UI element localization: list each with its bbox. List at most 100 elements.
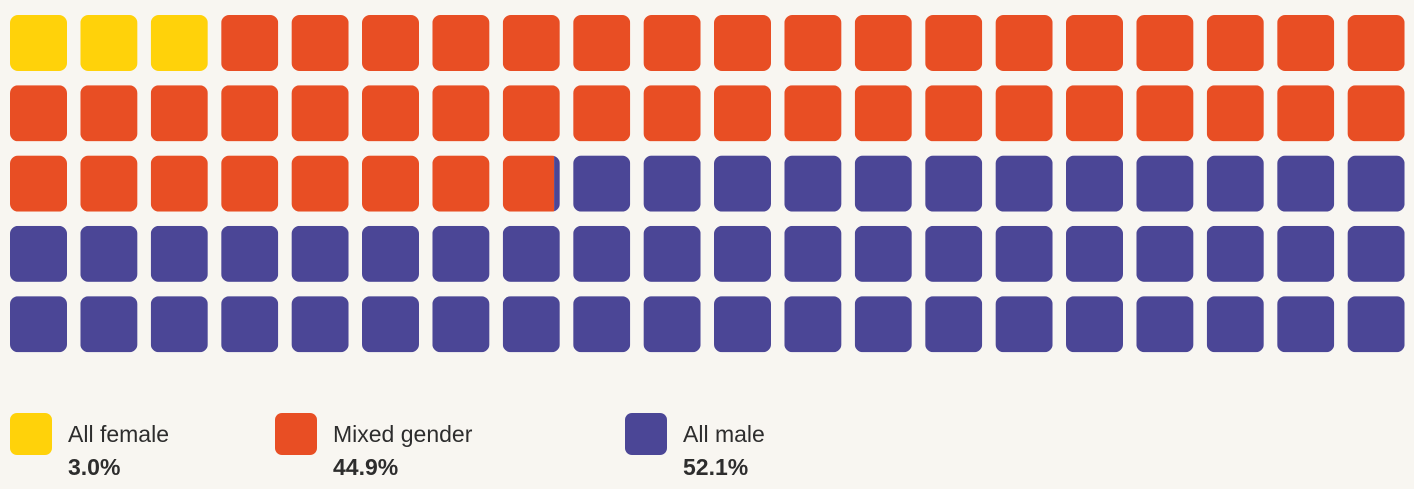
- waffle-cell: [362, 85, 419, 142]
- waffle-cell: [291, 225, 349, 282]
- waffle-cell: [80, 296, 138, 353]
- waffle-cell: [291, 15, 349, 71]
- waffle-cell: [784, 15, 842, 71]
- waffle-cell: [221, 296, 279, 353]
- waffle-cell: [995, 85, 1053, 142]
- waffle-cell: [784, 85, 842, 142]
- legend-label: All female: [68, 421, 169, 447]
- waffle-cell: [573, 85, 631, 142]
- waffle-cell: [925, 15, 983, 71]
- legend-label: Mixed gender: [333, 421, 473, 447]
- waffle-cell: [714, 225, 771, 282]
- waffle-cell: [573, 155, 631, 212]
- waffle-cell: [995, 155, 1053, 212]
- waffle-cell: [1206, 155, 1264, 212]
- waffle-cell: [854, 15, 912, 71]
- waffle-cell: [854, 225, 912, 282]
- waffle-cell: [643, 225, 701, 282]
- waffle-cell: [784, 225, 842, 282]
- waffle-cell: [1066, 296, 1123, 353]
- waffle-cell: [854, 155, 912, 212]
- waffle-cell: [1347, 296, 1405, 353]
- waffle-cell: [502, 15, 560, 71]
- waffle-cell: [1347, 155, 1405, 212]
- waffle-cell: [1136, 225, 1194, 282]
- waffle-cell: [362, 296, 419, 353]
- waffle-cell: [80, 85, 138, 142]
- waffle-cell: [714, 85, 771, 142]
- waffle-cell: [714, 15, 771, 71]
- waffle-cell: [291, 85, 349, 142]
- waffle-cell: [502, 296, 560, 353]
- legend-value: 44.9%: [333, 454, 398, 480]
- waffle-cell: [854, 296, 912, 353]
- waffle-cell: [362, 155, 419, 212]
- waffle-cell: [1277, 15, 1335, 71]
- waffle-cell: [1347, 225, 1405, 282]
- waffle-cell: [1136, 155, 1194, 212]
- waffle-cell: [221, 155, 279, 212]
- waffle-cell: [502, 85, 560, 142]
- waffle-cell: [10, 225, 67, 282]
- waffle-cell: [1136, 296, 1194, 353]
- waffle-cell: [1136, 15, 1194, 71]
- waffle-cell: [150, 15, 208, 71]
- waffle-cell: [995, 225, 1053, 282]
- waffle-cell: [150, 85, 208, 142]
- waffle-cell: [10, 155, 67, 212]
- waffle-cell: [1066, 225, 1123, 282]
- legend-label: All male: [683, 421, 765, 447]
- waffle-cell: [643, 155, 701, 212]
- waffle-cell: [1206, 296, 1264, 353]
- waffle-cell: [502, 155, 555, 212]
- waffle-cell: [925, 155, 983, 212]
- waffle-cell: [784, 155, 842, 212]
- waffle-cell: [80, 15, 138, 71]
- waffle-cell: [995, 15, 1053, 71]
- waffle-cell: [1347, 85, 1405, 142]
- legend-value: 3.0%: [68, 454, 120, 480]
- waffle-cell: [643, 296, 701, 353]
- waffle-cell: [362, 225, 419, 282]
- waffle-cell: [150, 296, 208, 353]
- waffle-cell: [150, 225, 208, 282]
- waffle-cell: [80, 225, 138, 282]
- waffle-cell: [221, 15, 279, 71]
- waffle-cell: [150, 155, 208, 212]
- waffle-cell: [643, 15, 701, 71]
- waffle-cell: [925, 296, 983, 353]
- waffle-cell: [1347, 15, 1405, 71]
- waffle-cell: [714, 296, 771, 353]
- waffle-cell: [432, 155, 490, 212]
- legend-value: 52.1%: [683, 454, 748, 480]
- waffle-cell: [1277, 85, 1335, 142]
- waffle-cell: [1277, 296, 1335, 353]
- waffle-cell: [502, 225, 560, 282]
- waffle-cell: [1206, 15, 1264, 71]
- waffle-cell: [10, 15, 67, 71]
- waffle-cell: [643, 85, 701, 142]
- waffle-cell: [854, 85, 912, 142]
- waffle-cell: [432, 225, 490, 282]
- waffle-cell: [1136, 85, 1194, 142]
- waffle-cell: [291, 296, 349, 353]
- legend-swatch: [275, 413, 317, 455]
- waffle-cell: [221, 85, 279, 142]
- waffle-cell: [80, 155, 138, 212]
- waffle-cell: [1277, 155, 1335, 212]
- waffle-cell: [1206, 225, 1264, 282]
- legend-swatch: [10, 413, 52, 455]
- waffle-cell: [573, 15, 631, 71]
- waffle-cell: [573, 225, 631, 282]
- waffle-cell: [784, 296, 842, 353]
- waffle-cell: [1066, 155, 1123, 212]
- waffle-cell: [1206, 85, 1264, 142]
- waffle-cell: [432, 15, 490, 71]
- waffle-cell: [10, 85, 67, 142]
- waffle-cell: [1277, 225, 1335, 282]
- waffle-cell: [10, 296, 67, 353]
- waffle-cell: [995, 296, 1053, 353]
- waffle-cell: [221, 225, 279, 282]
- waffle-cell: [925, 85, 983, 142]
